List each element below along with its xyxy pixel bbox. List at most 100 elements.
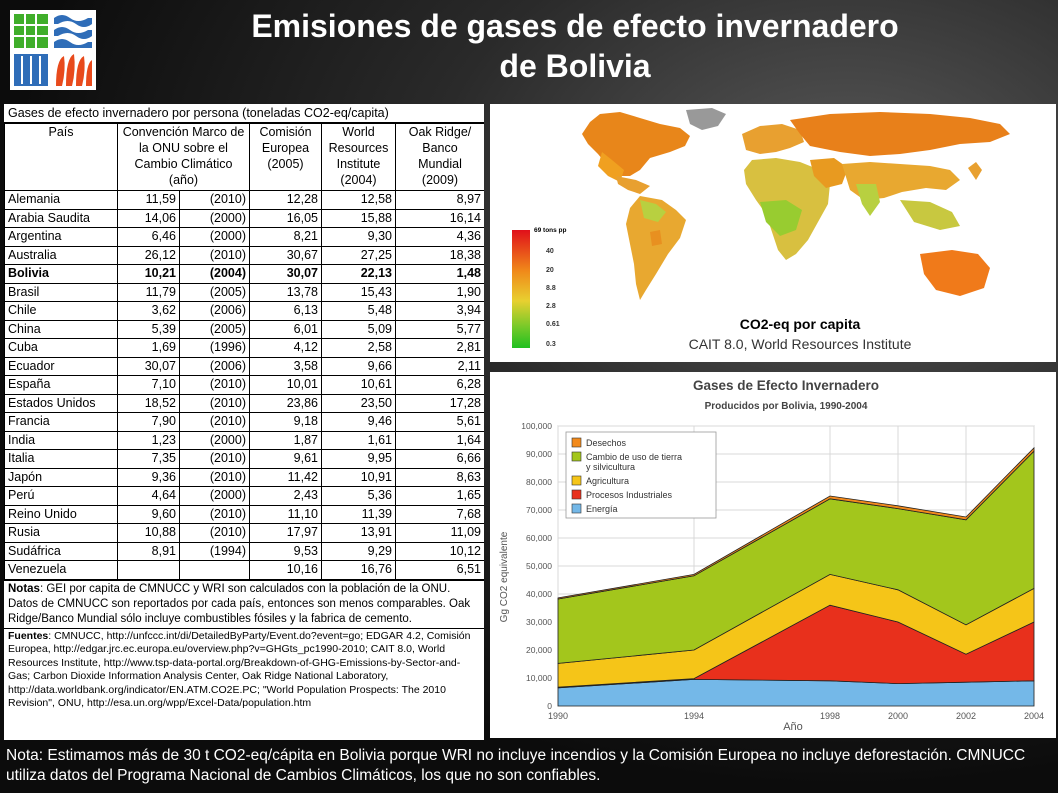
cell-country: Chile [4, 301, 118, 321]
middle-east-shape [810, 158, 848, 188]
cell-ornl: 1,65 [395, 486, 484, 506]
cell-country: España [4, 375, 118, 395]
x-tick-label: 2004 [1024, 711, 1044, 721]
title-line-1: Emisiones de gases de efecto invernadero [251, 8, 899, 44]
cell-ec: 10,16 [249, 560, 322, 580]
cell-wri: 5,09 [321, 319, 396, 339]
cell-unfccc-year: (2010) [179, 467, 250, 487]
cell-wri: 16,76 [321, 560, 396, 580]
cell-ornl: 5,61 [395, 412, 484, 432]
cell-wri: 5,36 [321, 486, 396, 506]
cell-unfccc: 30,07 [117, 356, 180, 376]
legend-swatch [571, 475, 582, 486]
cell-ec: 16,05 [249, 208, 322, 228]
table-row: Italia 7,35 (2010) 9,61 9,95 6,66 [4, 449, 484, 469]
table-row: Bolivia 10,21 (2004) 30,07 22,13 1,48 [4, 264, 484, 284]
table-caption: Gases de efecto invernadero por persona … [4, 104, 484, 123]
cell-unfccc: 7,90 [117, 412, 180, 432]
russia-shape [790, 112, 1010, 156]
y-tick-label: 20,000 [526, 645, 552, 655]
table-notes: Notas: GEI por capita de CMNUCC y WRI so… [4, 579, 484, 628]
chart-x-label: Año [783, 721, 803, 733]
cell-wri: 15,88 [321, 208, 396, 228]
table-body: Alemania 11,59 (2010) 12,28 12,58 8,97 Arabia … [4, 190, 484, 580]
cell-unfccc: 1,69 [117, 338, 180, 358]
cell-unfccc-year: (2010) [179, 245, 250, 265]
cell-country: Alemania [4, 190, 118, 210]
cell-ornl: 2,11 [395, 356, 484, 376]
chart-title: Gases de Efecto Invernadero [693, 378, 879, 393]
cell-ornl: 1,64 [395, 430, 484, 450]
y-tick-label: 50,000 [526, 561, 552, 571]
cell-unfccc-year: (1996) [179, 338, 250, 358]
x-tick-label: 2002 [956, 711, 976, 721]
cell-wri: 23,50 [321, 393, 396, 413]
cell-country: Venezuela [4, 560, 118, 580]
cell-country: Australia [4, 245, 118, 265]
cell-unfccc: 11,59 [117, 190, 180, 210]
cell-unfccc: 6,46 [117, 227, 180, 247]
x-tick-label: 1990 [548, 711, 568, 721]
x-tick-label: 1994 [684, 711, 704, 721]
europe-shape [742, 124, 804, 154]
cell-wri: 9,29 [321, 541, 396, 561]
cell-wri: 5,48 [321, 301, 396, 321]
cell-wri: 9,46 [321, 412, 396, 432]
x-tick-label: 1998 [820, 711, 840, 721]
cell-unfccc: 7,35 [117, 449, 180, 469]
chart-areas [557, 446, 1035, 707]
cell-ornl: 17,28 [395, 393, 484, 413]
cell-ornl: 7,68 [395, 504, 484, 524]
cell-ornl: 2,81 [395, 338, 484, 358]
cell-wri: 11,39 [321, 504, 396, 524]
cell-unfccc-year: (2000) [179, 486, 250, 506]
cell-ornl: 11,09 [395, 523, 484, 543]
legend-swatch [571, 437, 582, 448]
stacked-area-chart: Gases de Efecto Invernadero Producidos p… [499, 378, 1044, 733]
cell-ornl: 5,77 [395, 319, 484, 339]
table-row: Rusia 10,88 (2010) 17,97 13,91 11,09 [4, 523, 484, 543]
cell-unfccc-year: (2004) [179, 264, 250, 284]
cell-country: Argentina [4, 227, 118, 247]
cell-ec: 2,43 [249, 486, 322, 506]
cell-unfccc-year: (2000) [179, 227, 250, 247]
sources-text: : CMNUCC, http://unfccc.int/di/DetailedB… [8, 629, 471, 710]
cell-wri: 10,61 [321, 375, 396, 395]
header-ornl: Oak Ridge/ Banco Mundial (2009) [395, 123, 484, 191]
cell-unfccc: 10,21 [117, 264, 180, 284]
legend-colorbar [512, 230, 530, 348]
cell-unfccc-year: (2000) [179, 208, 250, 228]
cell-country: China [4, 319, 118, 339]
cell-ec: 30,07 [249, 264, 322, 284]
cell-country: Italia [4, 449, 118, 469]
cell-wri: 9,66 [321, 356, 396, 376]
area-series-4 [557, 446, 1035, 600]
cell-unfccc: 3,62 [117, 301, 180, 321]
notes-text: : GEI por capita de CMNUCC y WRI son cal… [8, 582, 471, 625]
legend-tick-40: 40 [546, 248, 554, 255]
cell-wri: 12,58 [321, 190, 396, 210]
cell-unfccc: 26,12 [117, 245, 180, 265]
cell-unfccc: 8,91 [117, 541, 180, 561]
table-row: Japón 9,36 (2010) 11,42 10,91 8,63 [4, 467, 484, 487]
cell-ec: 10,01 [249, 375, 322, 395]
table-row: Arabia Saudita 14,06 (2000) 16,05 15,88 16,14 [4, 208, 484, 228]
cell-ec: 17,97 [249, 523, 322, 543]
cell-wri: 9,30 [321, 227, 396, 247]
x-tick-label: 2000 [888, 711, 908, 721]
cell-ornl: 8,97 [395, 190, 484, 210]
cell-unfccc-year: (2010) [179, 449, 250, 469]
logo [10, 10, 96, 90]
y-tick-label: 70,000 [526, 505, 552, 515]
cell-unfccc: 11,79 [117, 282, 180, 302]
table-row: Brasil 11,79 (2005) 13,78 15,43 1,90 [4, 282, 484, 302]
header-ec: Comisión Europea (2005) [249, 123, 322, 191]
cell-country: Cuba [4, 338, 118, 358]
y-tick-label: 60,000 [526, 533, 552, 543]
cell-ec: 9,53 [249, 541, 322, 561]
legend-label: Cambio de uso de tierra y silvicultura [586, 452, 682, 472]
bottom-note: Nota: Estimamos más de 30 t CO2-eq/cápit… [6, 747, 1026, 784]
cell-ornl: 6,66 [395, 449, 484, 469]
cell-country: Bolivia [4, 264, 118, 284]
australia-shape [920, 250, 990, 296]
